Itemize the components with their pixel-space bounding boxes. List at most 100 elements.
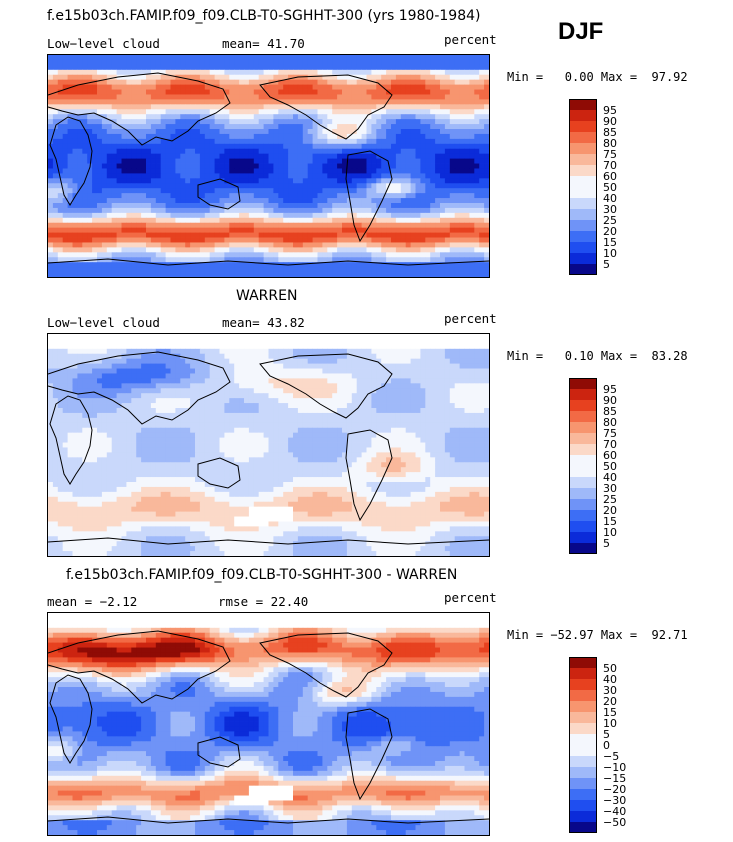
field-cell [209, 74, 215, 81]
field-cell [395, 267, 402, 273]
field-cell [283, 373, 289, 379]
field-cell [351, 262, 358, 268]
field-cell [302, 232, 309, 238]
field-cell [253, 168, 260, 174]
field-cell [239, 257, 245, 263]
field-cell [268, 338, 274, 345]
field-cell [67, 262, 73, 268]
field-cell [77, 212, 83, 219]
field-cell [386, 114, 392, 120]
field-cell [155, 64, 162, 71]
field-cell [332, 193, 338, 199]
field-cell [62, 242, 68, 248]
field-cell [101, 143, 108, 150]
field-cell [180, 267, 186, 273]
field-cell [248, 74, 255, 81]
field-cell [239, 153, 245, 159]
field-cell [391, 64, 397, 71]
field-cell [97, 163, 103, 169]
field-cell [48, 193, 54, 199]
field-cell [400, 84, 407, 90]
field-cell [376, 79, 382, 85]
field-cell [293, 99, 299, 105]
field-cell [121, 89, 127, 95]
field-cell [82, 129, 88, 135]
field-cell [219, 257, 225, 263]
field-cell [146, 188, 152, 194]
field-cell [293, 124, 299, 130]
field-cell [52, 353, 59, 360]
field-cell [72, 69, 78, 76]
field-cell [312, 188, 318, 194]
field-cell [459, 207, 465, 214]
field-cell [258, 168, 264, 174]
field-cell [415, 207, 421, 214]
field-cell [72, 338, 78, 345]
field-cell [121, 124, 127, 130]
field-cell [430, 237, 436, 243]
field-cell [48, 272, 54, 277]
field-cell [82, 89, 88, 95]
field-cell [444, 363, 451, 369]
field-cell [146, 368, 152, 374]
field-cell [312, 94, 318, 100]
field-cell [146, 178, 152, 184]
field-cell [278, 363, 284, 369]
field-cell [229, 212, 235, 219]
field-cell [273, 114, 279, 120]
field-cell [263, 143, 269, 150]
field-cell [48, 119, 54, 125]
field-cell [342, 94, 348, 100]
field-cell [351, 343, 358, 350]
field-cell [420, 207, 426, 214]
field-cell [253, 74, 260, 81]
field-cell [361, 138, 367, 145]
field-cell [204, 193, 211, 199]
field-cell [180, 257, 186, 263]
field-cell [376, 133, 382, 140]
field-cell [391, 55, 397, 61]
field-cell [209, 348, 215, 355]
field-cell [170, 198, 176, 204]
field-cell [234, 59, 240, 66]
field-cell [160, 343, 166, 350]
field-cell [459, 59, 465, 66]
field-cell [101, 252, 108, 258]
field-cell [312, 173, 318, 179]
field-cell [82, 378, 88, 384]
field-cell [219, 163, 225, 169]
field-cell [430, 353, 436, 360]
field-cell [454, 168, 460, 174]
field-cell [327, 183, 333, 189]
field-cell [239, 378, 245, 384]
field-cell [474, 237, 480, 243]
field-cell [356, 207, 362, 214]
field-cell [454, 148, 460, 155]
field-cell [297, 232, 304, 238]
field-cell [400, 183, 407, 189]
field-cell [160, 148, 166, 155]
field-cell [346, 173, 353, 179]
field-cell [141, 378, 147, 384]
field-cell [317, 363, 323, 369]
field-cell [52, 212, 59, 219]
field-cell [293, 173, 299, 179]
field-cell [170, 334, 176, 340]
field-cell [219, 99, 225, 105]
field-cell [72, 138, 78, 145]
field-cell [322, 363, 328, 369]
field-cell [204, 188, 211, 194]
field-cell [87, 104, 93, 110]
field-cell [391, 203, 397, 209]
field-cell [92, 368, 98, 374]
field-cell [459, 168, 465, 174]
field-cell [356, 138, 362, 145]
field-cell [209, 257, 215, 263]
field-cell [410, 55, 416, 61]
field-cell [297, 198, 304, 204]
field-cell [346, 114, 353, 120]
field-cell [302, 242, 309, 248]
field-cell [391, 94, 397, 100]
field-cell [141, 242, 147, 248]
field-cell [273, 109, 279, 115]
